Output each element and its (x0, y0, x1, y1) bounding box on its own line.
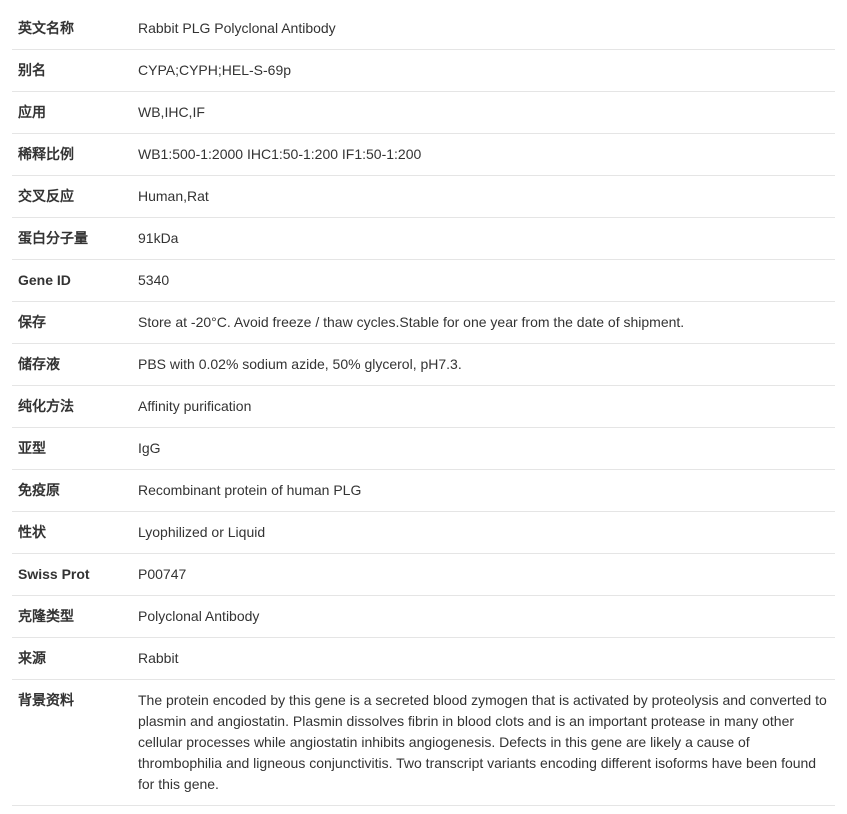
product-spec-table: 英文名称Rabbit PLG Polyclonal Antibody别名CYPA… (12, 8, 835, 806)
table-row: 亚型IgG (12, 428, 835, 470)
row-value: 5340 (132, 260, 835, 302)
row-label: 应用 (12, 92, 132, 134)
table-row: 应用WB,IHC,IF (12, 92, 835, 134)
row-value: WB,IHC,IF (132, 92, 835, 134)
row-label: 免疫原 (12, 470, 132, 512)
row-value: Polyclonal Antibody (132, 596, 835, 638)
row-value: 91kDa (132, 218, 835, 260)
table-row: Swiss ProtP00747 (12, 554, 835, 596)
row-label: Gene ID (12, 260, 132, 302)
row-label: 来源 (12, 638, 132, 680)
row-value: IgG (132, 428, 835, 470)
table-row: 别名CYPA;CYPH;HEL-S-69p (12, 50, 835, 92)
row-value: CYPA;CYPH;HEL-S-69p (132, 50, 835, 92)
row-label: 背景资料 (12, 680, 132, 806)
table-row: 稀释比例WB1:500-1:2000 IHC1:50-1:200 IF1:50-… (12, 134, 835, 176)
row-value: The protein encoded by this gene is a se… (132, 680, 835, 806)
table-row: 免疫原Recombinant protein of human PLG (12, 470, 835, 512)
row-value: PBS with 0.02% sodium azide, 50% glycero… (132, 344, 835, 386)
row-value: Recombinant protein of human PLG (132, 470, 835, 512)
row-label: 纯化方法 (12, 386, 132, 428)
row-value: Lyophilized or Liquid (132, 512, 835, 554)
row-value: WB1:500-1:2000 IHC1:50-1:200 IF1:50-1:20… (132, 134, 835, 176)
row-label: 性状 (12, 512, 132, 554)
table-row: 纯化方法Affinity purification (12, 386, 835, 428)
row-label: 储存液 (12, 344, 132, 386)
table-row: 克隆类型Polyclonal Antibody (12, 596, 835, 638)
row-label: 亚型 (12, 428, 132, 470)
row-label: 稀释比例 (12, 134, 132, 176)
table-row: 储存液PBS with 0.02% sodium azide, 50% glyc… (12, 344, 835, 386)
row-label: Swiss Prot (12, 554, 132, 596)
table-row: 来源Rabbit (12, 638, 835, 680)
row-label: 蛋白分子量 (12, 218, 132, 260)
row-label: 交叉反应 (12, 176, 132, 218)
table-row: 英文名称Rabbit PLG Polyclonal Antibody (12, 8, 835, 50)
row-label: 保存 (12, 302, 132, 344)
row-value: Store at -20°C. Avoid freeze / thaw cycl… (132, 302, 835, 344)
table-row: 保存Store at -20°C. Avoid freeze / thaw cy… (12, 302, 835, 344)
table-row: Gene ID5340 (12, 260, 835, 302)
row-value: Human,Rat (132, 176, 835, 218)
row-value: Rabbit (132, 638, 835, 680)
table-body: 英文名称Rabbit PLG Polyclonal Antibody别名CYPA… (12, 8, 835, 806)
row-value: Rabbit PLG Polyclonal Antibody (132, 8, 835, 50)
table-row: 交叉反应Human,Rat (12, 176, 835, 218)
row-label: 克隆类型 (12, 596, 132, 638)
row-value: P00747 (132, 554, 835, 596)
row-label: 别名 (12, 50, 132, 92)
row-value: Affinity purification (132, 386, 835, 428)
table-row: 性状Lyophilized or Liquid (12, 512, 835, 554)
row-label: 英文名称 (12, 8, 132, 50)
table-row: 蛋白分子量91kDa (12, 218, 835, 260)
table-row: 背景资料The protein encoded by this gene is … (12, 680, 835, 806)
